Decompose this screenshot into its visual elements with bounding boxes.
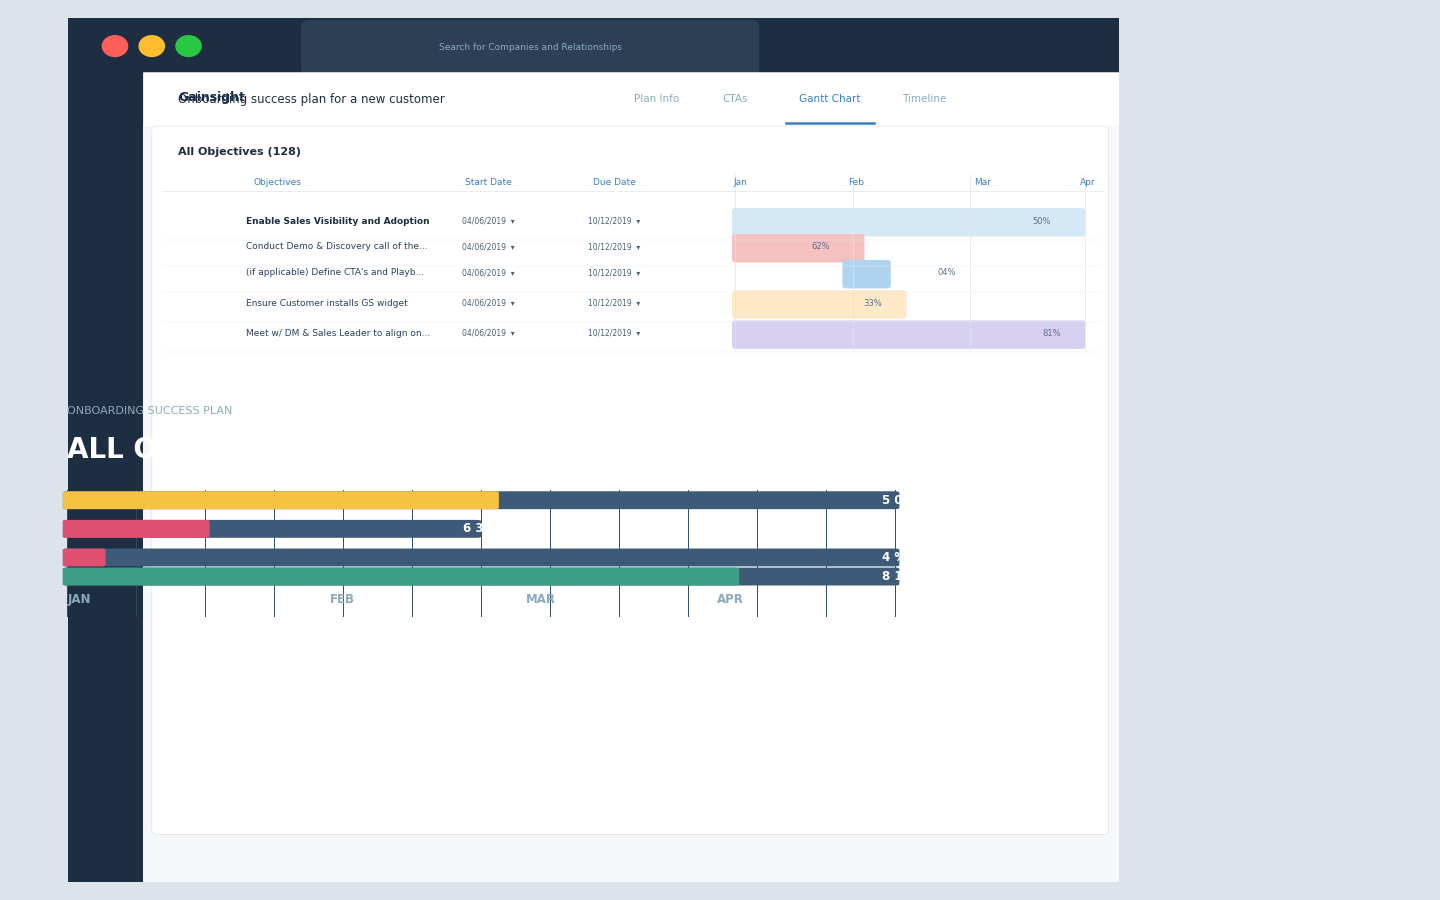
Text: Gantt Chart: Gantt Chart <box>799 94 861 104</box>
Text: 4 %: 4 % <box>881 551 906 564</box>
FancyBboxPatch shape <box>63 520 481 538</box>
Text: APR: APR <box>717 593 744 607</box>
Text: 5 0 %: 5 0 % <box>881 494 917 507</box>
Text: Plan Info: Plan Info <box>634 94 680 104</box>
Text: Apr: Apr <box>1080 177 1096 186</box>
Text: 04/06/2019  ▾: 04/06/2019 ▾ <box>462 268 514 277</box>
FancyBboxPatch shape <box>63 548 105 566</box>
Text: 6 3 %: 6 3 % <box>464 522 500 536</box>
FancyBboxPatch shape <box>732 208 1086 237</box>
FancyBboxPatch shape <box>732 234 864 263</box>
FancyBboxPatch shape <box>63 548 900 566</box>
Text: Timeline: Timeline <box>903 94 946 104</box>
FancyBboxPatch shape <box>63 568 739 586</box>
Text: 04/06/2019  ▾: 04/06/2019 ▾ <box>462 242 514 251</box>
Text: ONBOARDING SUCCESS PLAN: ONBOARDING SUCCESS PLAN <box>68 407 233 417</box>
Circle shape <box>176 36 202 57</box>
FancyBboxPatch shape <box>63 491 900 509</box>
Text: 10/12/2019  ▾: 10/12/2019 ▾ <box>588 268 641 277</box>
Text: FEB: FEB <box>330 593 354 607</box>
Text: 50%: 50% <box>1032 217 1051 226</box>
Text: Search for Companies and Relationships: Search for Companies and Relationships <box>439 43 622 52</box>
Text: 04%: 04% <box>937 268 956 277</box>
Text: Gainsight: Gainsight <box>179 91 245 104</box>
Text: Objectives: Objectives <box>253 177 302 186</box>
Text: JAN: JAN <box>68 593 91 607</box>
Text: Mar: Mar <box>973 177 991 186</box>
Text: Jan: Jan <box>733 177 747 186</box>
Text: 10/12/2019  ▾: 10/12/2019 ▾ <box>588 217 641 226</box>
Text: Due Date: Due Date <box>593 177 635 186</box>
FancyBboxPatch shape <box>144 72 1119 126</box>
FancyBboxPatch shape <box>842 260 891 288</box>
FancyBboxPatch shape <box>732 290 907 319</box>
Text: CTAs: CTAs <box>723 94 747 104</box>
Text: Feb: Feb <box>848 177 864 186</box>
Text: Ensure Customer installs GS widget: Ensure Customer installs GS widget <box>246 299 408 308</box>
FancyBboxPatch shape <box>68 74 144 882</box>
Text: Conduct Demo & Discovery call of the...: Conduct Demo & Discovery call of the... <box>246 242 428 251</box>
Text: 33%: 33% <box>864 299 883 308</box>
Text: All Objectives (128): All Objectives (128) <box>179 147 301 157</box>
Text: (if applicable) Define CTA's and Playb...: (if applicable) Define CTA's and Playb..… <box>246 268 425 277</box>
Circle shape <box>140 36 164 57</box>
Text: Meet w/ DM & Sales Leader to align on...: Meet w/ DM & Sales Leader to align on... <box>246 328 431 338</box>
Text: 04/06/2019  ▾: 04/06/2019 ▾ <box>462 328 514 338</box>
Text: 10/12/2019  ▾: 10/12/2019 ▾ <box>588 299 641 308</box>
FancyBboxPatch shape <box>301 20 759 75</box>
FancyBboxPatch shape <box>68 18 1119 74</box>
Text: 62%: 62% <box>811 242 829 251</box>
Text: 8 1 %: 8 1 % <box>881 570 917 583</box>
Text: MAR: MAR <box>526 593 556 607</box>
Text: Start Date: Start Date <box>465 177 511 186</box>
Text: 04/06/2019  ▾: 04/06/2019 ▾ <box>462 217 514 226</box>
FancyBboxPatch shape <box>151 126 1109 834</box>
Text: Enable Sales Visibility and Adoption: Enable Sales Visibility and Adoption <box>246 217 431 226</box>
Text: 04/06/2019  ▾: 04/06/2019 ▾ <box>462 299 514 308</box>
Text: Onboarding success plan for a new customer: Onboarding success plan for a new custom… <box>179 93 445 105</box>
Text: 10/12/2019  ▾: 10/12/2019 ▾ <box>588 328 641 338</box>
FancyBboxPatch shape <box>63 520 210 538</box>
Text: 10/12/2019  ▾: 10/12/2019 ▾ <box>588 242 641 251</box>
FancyBboxPatch shape <box>63 568 900 586</box>
FancyBboxPatch shape <box>63 491 498 509</box>
FancyBboxPatch shape <box>732 320 1086 349</box>
Text: 81%: 81% <box>1043 328 1061 338</box>
Circle shape <box>102 36 128 57</box>
FancyBboxPatch shape <box>144 126 1119 882</box>
Text: ALL OBJECTIVES: ALL OBJECTIVES <box>68 436 317 464</box>
